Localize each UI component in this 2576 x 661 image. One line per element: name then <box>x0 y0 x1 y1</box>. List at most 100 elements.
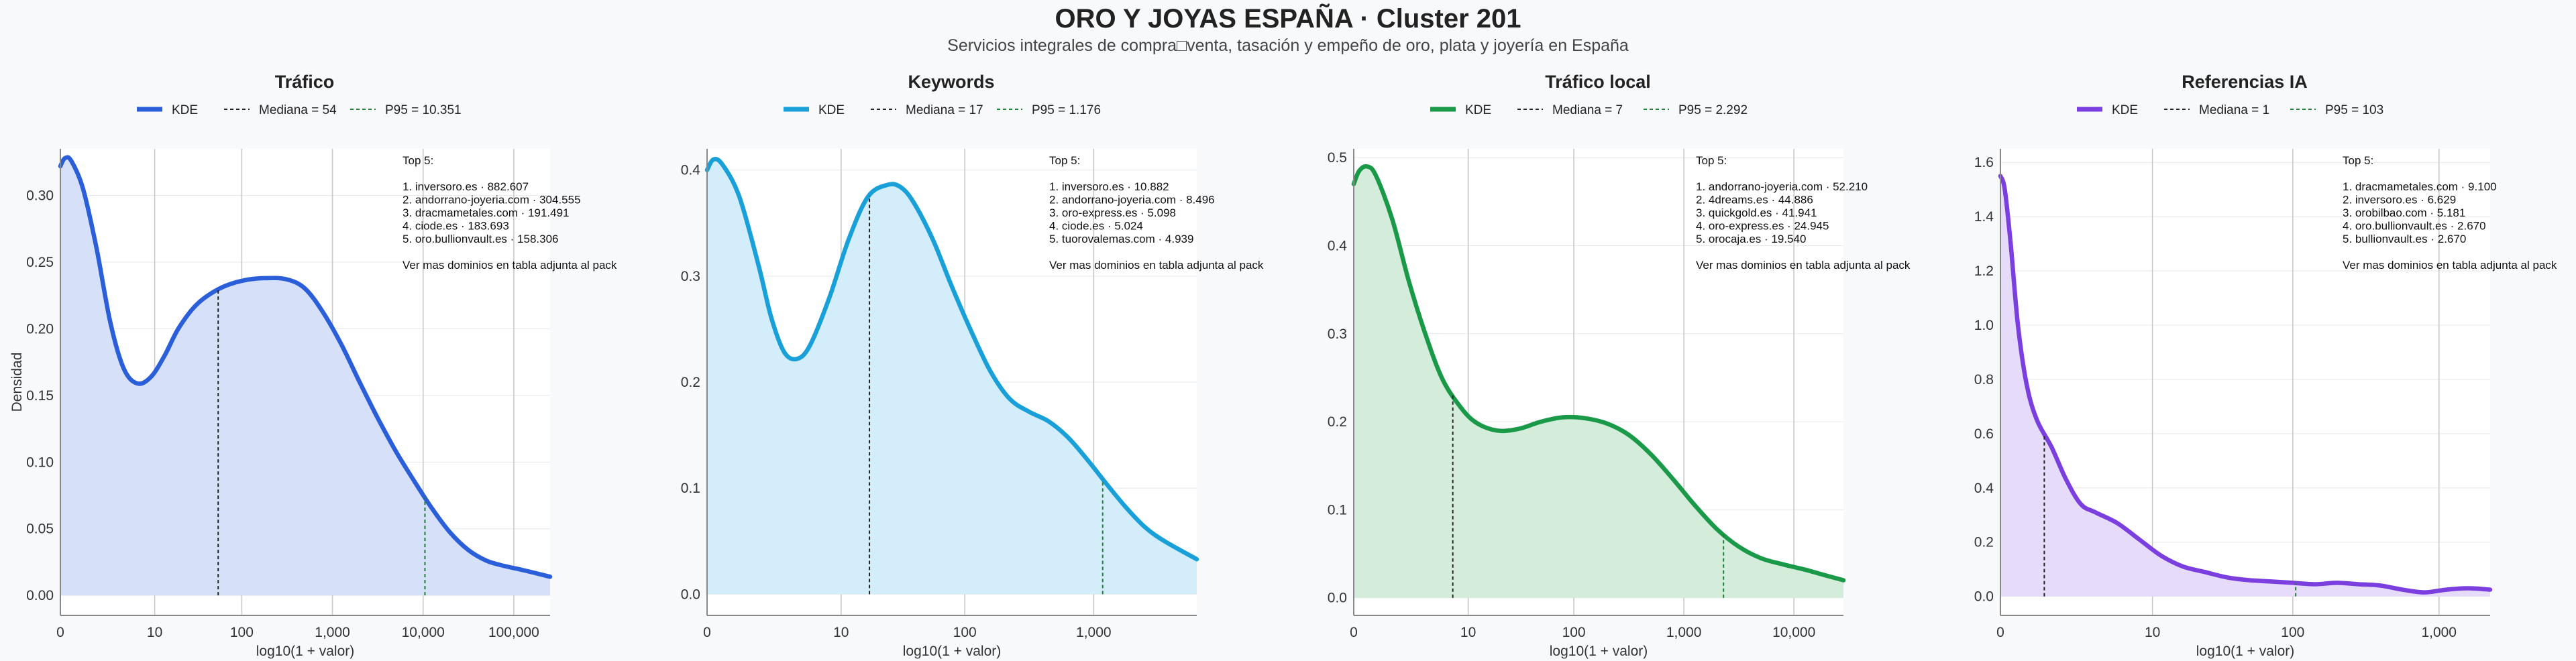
kde-line <box>1351 164 1846 583</box>
top5-line: 5. oro.bullionvault.es · 158.306 <box>402 233 559 245</box>
y-tick-label: 0.4 <box>681 163 701 178</box>
kde-fill <box>2000 176 2490 597</box>
top5-line: 4. ciode.es · 183.693 <box>402 220 509 233</box>
top5-line: 1. inversoro.es · 10.882 <box>1049 180 1169 193</box>
y-tick-label: 0.0 <box>681 587 700 602</box>
legend-median-label: Mediana = 1 <box>2199 103 2269 117</box>
top5-line: 3. dracmametales.com · 191.491 <box>402 206 570 219</box>
x-tick-label: 10 <box>147 625 162 640</box>
top5-line: Top 5: <box>2343 154 2373 167</box>
kde-line <box>704 156 1199 562</box>
x-tick-label: 1,000 <box>2421 625 2457 640</box>
chart-panel-1: 0.00 0.05 0.10 0.15 0.20 0.25 0.30 0 10 100 1,000 1… <box>9 72 617 659</box>
y-tick-label: 0.25 <box>26 255 54 270</box>
y-tick-label: 1.6 <box>1974 155 1994 170</box>
legend-p95-label: P95 = 103 <box>2325 103 2383 117</box>
x-tick-label: 0 <box>1996 625 2004 640</box>
y-tick-label: 0.2 <box>1328 414 1347 430</box>
y-tick-label: 1.4 <box>1974 209 1994 225</box>
panel-title: Tráfico <box>275 72 335 92</box>
y-tick-label: 0.15 <box>26 388 54 404</box>
kde-line <box>58 155 553 579</box>
legend-kde-label: KDE <box>2112 103 2138 117</box>
x-tick-label: 10,000 <box>402 625 445 640</box>
y-tick-label: 0.4 <box>1974 481 1994 496</box>
legend-p95-label: P95 = 10.351 <box>385 103 462 117</box>
top5-line: Ver mas dominios en tabla adjunta al pac… <box>2343 259 2557 272</box>
top5-line: 5. orocaja.es · 19.540 <box>1696 233 1806 245</box>
top5-line: Top 5: <box>1696 154 1727 167</box>
top5-line: 1. andorrano-joyeria.com · 52.210 <box>1696 180 1868 193</box>
legend: KDE Mediana = 54 P95 = 10.351 <box>137 103 462 117</box>
x-tick-label: 1,000 <box>1666 625 1702 640</box>
chart-panel-4: 0.0 0.2 0.4 0.6 0.8 1.0 1.2 1.4 1.6 0 10 100 1,000 lo… <box>1974 72 2557 659</box>
top5-line: 2. 4dreams.es · 44.886 <box>1696 194 1813 206</box>
top5-line: Ver mas dominios en tabla adjunta al pac… <box>1049 259 1264 272</box>
legend-kde-label: KDE <box>818 103 845 117</box>
x-axis-label: log10(1 + valor) <box>1550 644 1648 659</box>
kde-fill <box>60 157 550 596</box>
y-tick-label: 0.0 <box>1328 591 1347 606</box>
panel-title: Referencias IA <box>2182 72 2308 92</box>
y-tick-label: 0.4 <box>1328 238 1348 253</box>
top5-line: 4. oro.bullionvault.es · 2.670 <box>2343 220 2486 233</box>
x-tick-label: 100,000 <box>488 625 539 640</box>
y-tick-label: 0.0 <box>1974 589 1994 605</box>
top5-line: Top 5: <box>1049 154 1080 167</box>
y-tick-label: 0.30 <box>26 188 54 204</box>
y-tick-label: 1.2 <box>1974 263 1994 279</box>
y-tick-label: 0.10 <box>26 455 54 470</box>
top5-line: 2. andorrano-joyeria.com · 304.555 <box>402 194 581 206</box>
legend-p95-label: P95 = 1.176 <box>1032 103 1101 117</box>
top5-line: 3. orobilbao.com · 5.181 <box>2343 206 2465 219</box>
top5-line: 3. quickgold.es · 41.941 <box>1696 206 1817 219</box>
y-axis-label: Densidad <box>9 353 25 412</box>
top5-line: 1. dracmametales.com · 9.100 <box>2343 180 2497 193</box>
x-tick-label: 1,000 <box>315 625 350 640</box>
chart-panel-3: 0.0 0.1 0.2 0.3 0.4 0.5 0 10 100 1,000 10,000 log10… <box>1328 72 1911 659</box>
y-tick-label: 0.00 <box>26 588 54 603</box>
y-tick-label: 0.1 <box>681 481 700 496</box>
legend-median-label: Mediana = 7 <box>1552 103 1623 117</box>
x-tick-label: 1,000 <box>1076 625 1112 640</box>
x-tick-label: 10 <box>2145 625 2160 640</box>
x-tick-label: 10,000 <box>1772 625 1815 640</box>
legend-median-label: Mediana = 17 <box>906 103 983 117</box>
y-tick-label: 0.2 <box>1974 535 1994 550</box>
top5-line: 1. inversoro.es · 882.607 <box>402 180 529 193</box>
top5-line: 2. inversoro.es · 6.629 <box>2343 194 2456 206</box>
legend: KDE Mediana = 17 P95 = 1.176 <box>784 103 1101 117</box>
x-tick-label: 10 <box>1460 625 1476 640</box>
kde-fill <box>707 159 1197 595</box>
top5-line: 5. bullionvault.es · 2.670 <box>2343 233 2466 245</box>
chart-panel-2: 0.0 0.1 0.2 0.3 0.4 0 10 100 1,000 log10(1 + valo… <box>681 72 1264 659</box>
y-tick-label: 0.2 <box>681 375 700 390</box>
top5-line: 3. oro-express.es · 5.098 <box>1049 206 1176 219</box>
y-tick-label: 0.05 <box>26 522 54 537</box>
top5-annotation: Top 5: 1. andorrano-joyeria.com · 52.2102… <box>1696 154 1911 272</box>
x-axis-label: log10(1 + valor) <box>2196 644 2295 659</box>
x-axis-label: log10(1 + valor) <box>903 644 1002 659</box>
y-tick-label: 0.5 <box>1328 150 1347 166</box>
page-subtitle: Servicios integrales de compra□venta, ta… <box>947 36 1629 55</box>
page-title: ORO Y JOYAS ESPAÑA · Cluster 201 <box>1055 4 1521 34</box>
kde-fill <box>1354 166 1843 598</box>
legend-p95-label: P95 = 2.292 <box>1678 103 1748 117</box>
x-tick-label: 100 <box>1562 625 1586 640</box>
top5-line: 2. andorrano-joyeria.com · 8.496 <box>1049 194 1215 206</box>
y-tick-label: 1.0 <box>1974 318 1994 333</box>
top5-line: 5. tuorovalemas.com · 4.939 <box>1049 233 1193 245</box>
top5-line: 4. oro-express.es · 24.945 <box>1696 220 1829 233</box>
legend-kde-label: KDE <box>1465 103 1491 117</box>
x-tick-label: 100 <box>230 625 254 640</box>
top5-line: Ver mas dominios en tabla adjunta al pac… <box>1696 259 1911 272</box>
x-tick-label: 100 <box>2281 625 2304 640</box>
y-tick-label: 0.1 <box>1328 502 1347 518</box>
legend: KDE Mediana = 1 P95 = 103 <box>2077 103 2383 117</box>
y-tick-label: 0.3 <box>681 269 700 284</box>
x-tick-label: 10 <box>833 625 849 640</box>
x-tick-label: 100 <box>953 625 977 640</box>
